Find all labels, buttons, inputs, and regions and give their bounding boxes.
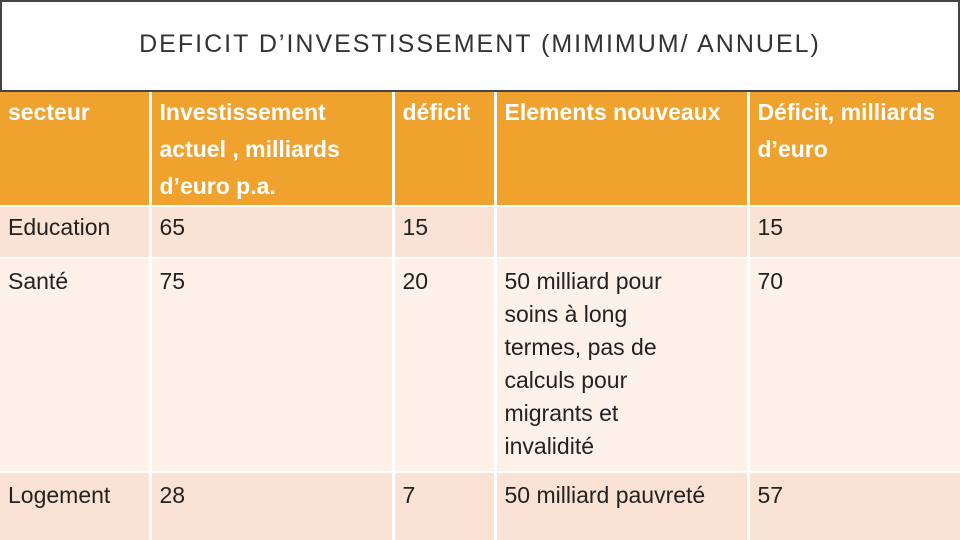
header-row: secteur Investissement actuel , milliards… [0, 92, 960, 207]
cell-text: 50 milliard pauvreté [504, 482, 706, 508]
table-cell: Santé [0, 258, 150, 473]
header-cell: déficit [391, 92, 495, 207]
table-cell: 65 [148, 206, 393, 259]
header-cell: Investissement actuel , milliards d’euro… [148, 92, 393, 207]
table-cell: 20 [391, 258, 495, 473]
table-row: Santé 75 20 50 milliard pour soins à long t… [0, 258, 960, 473]
table-cell: Education [0, 206, 150, 259]
table-cell [493, 206, 748, 259]
table-cell: 70 [746, 258, 960, 473]
header-cell: Elements nouveaux [493, 92, 748, 207]
table-cell: 7 [391, 472, 495, 540]
table-cell: 15 [746, 206, 960, 259]
header-cell: secteur [0, 92, 150, 207]
table-container: secteur Investissement actuel , milliards… [0, 92, 960, 540]
table-row: Education 65 15 15 [0, 206, 960, 259]
header-cell: Déficit, milliards d’euro [746, 92, 960, 207]
table-cell: 15 [391, 206, 495, 259]
slide-title: DEFICIT D’INVESTISSEMENT (MIMIMUM/ ANNUE… [139, 29, 821, 58]
table-cell: 75 [148, 258, 393, 473]
table-row: Logement 28 7 50 milliard pauvreté 57 [0, 472, 960, 540]
table-cell: 50 milliard pauvreté [493, 472, 748, 540]
table-cell: Logement [0, 472, 150, 540]
table-cell: 28 [148, 472, 393, 540]
table: secteur Investissement actuel , milliards… [0, 92, 960, 540]
title-box: DEFICIT D’INVESTISSEMENT (MIMIMUM/ ANNUE… [0, 0, 960, 92]
table-cell: 50 milliard pour soins à long termes, pa… [493, 258, 748, 473]
cell-text: 50 milliard pour soins à long termes, pa… [504, 268, 662, 459]
table-cell: 57 [746, 472, 960, 540]
